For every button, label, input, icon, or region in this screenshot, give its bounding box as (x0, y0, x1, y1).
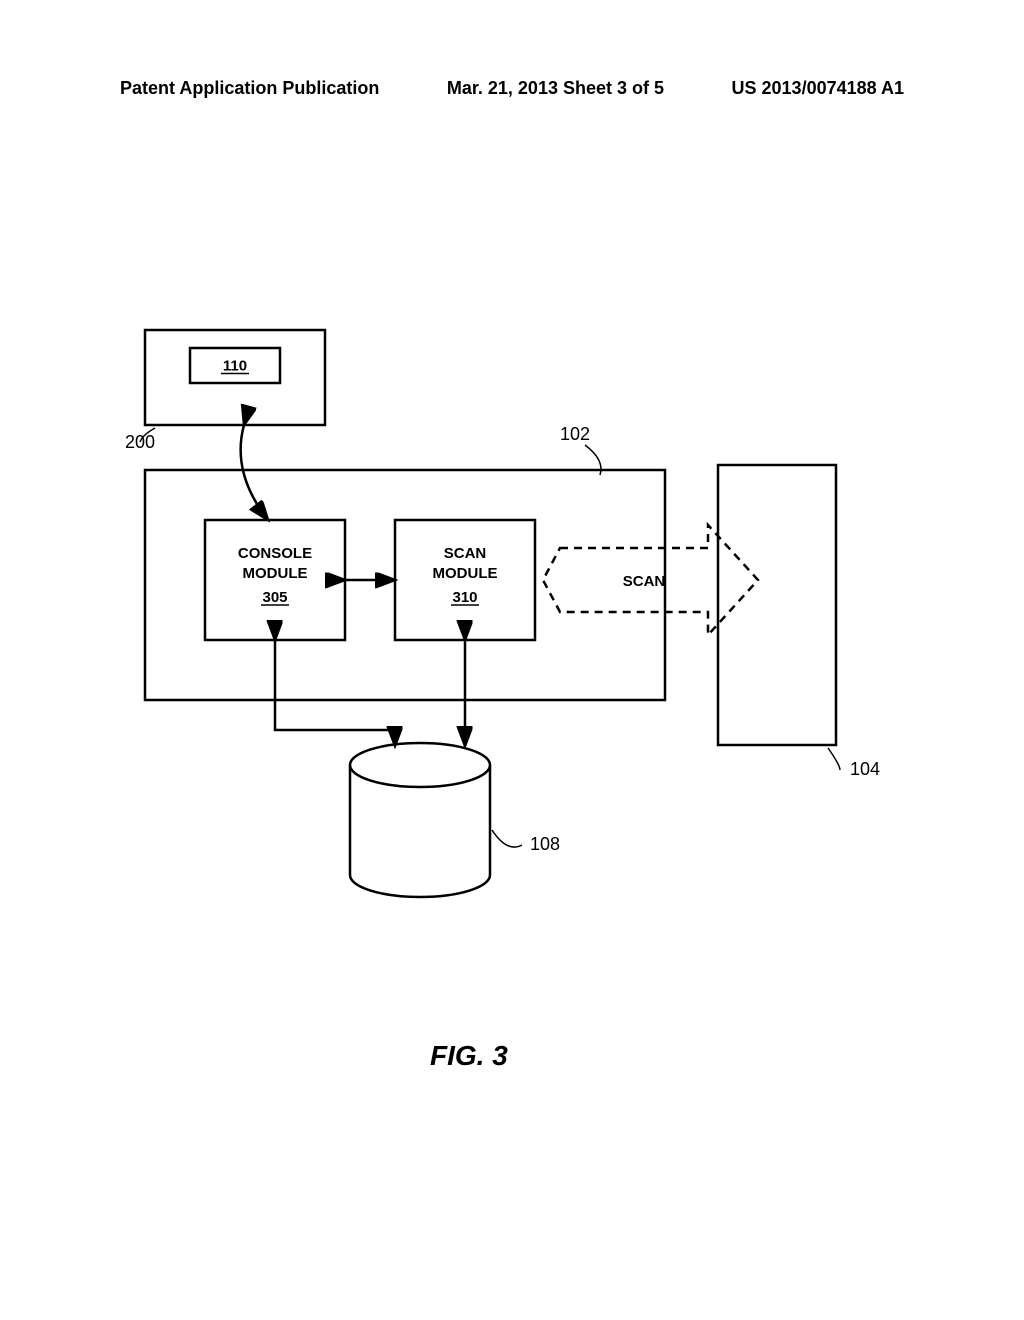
svg-text:104: 104 (850, 759, 880, 779)
svg-text:108: 108 (530, 834, 560, 854)
svg-text:SCAN: SCAN (623, 573, 666, 590)
diagram-svg: 110200102CONSOLEMODULE305SCANMODULE31010… (0, 0, 1024, 1320)
svg-text:MODULE: MODULE (433, 565, 498, 582)
svg-text:CONSOLE: CONSOLE (238, 545, 312, 562)
svg-text:305: 305 (262, 589, 287, 606)
page: Patent Application Publication Mar. 21, … (0, 0, 1024, 1320)
figure-label: FIG. 3 (430, 1040, 508, 1072)
svg-text:SCAN: SCAN (444, 545, 487, 562)
svg-text:310: 310 (452, 589, 477, 606)
svg-text:110: 110 (223, 358, 247, 375)
svg-text:102: 102 (560, 424, 590, 444)
svg-text:MODULE: MODULE (243, 565, 308, 582)
